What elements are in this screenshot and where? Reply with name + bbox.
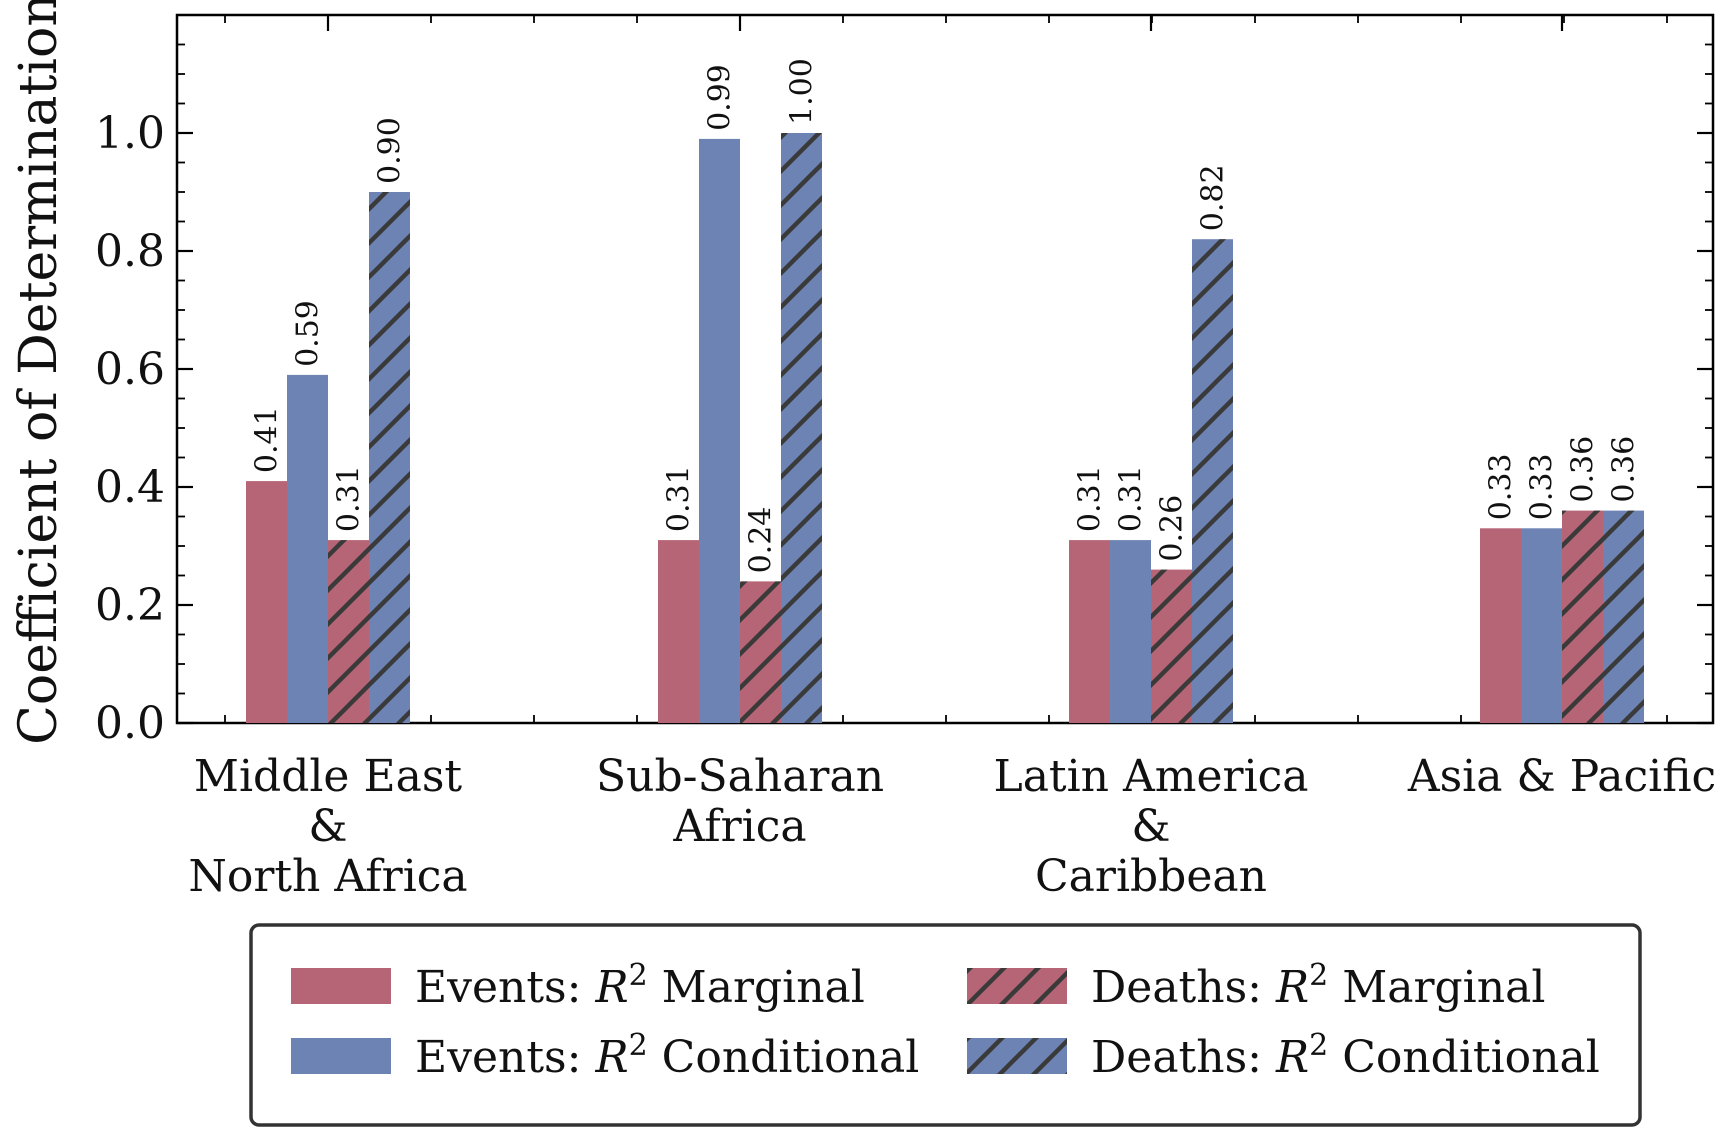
y-tick-label: 1.0 [95,108,165,159]
y-tick-label: 0.6 [95,344,165,395]
legend-swatch [291,1038,391,1074]
legend-label: Events: R2 Conditional [415,1028,919,1084]
bar [287,374,328,723]
category-label: Asia & Pacific [1407,751,1716,802]
category-label: Middle East [194,751,462,802]
bar-hatch [1151,569,1192,723]
bar-value-label: 0.33 [1484,454,1519,521]
bar-hatch [740,581,781,723]
legend-swatch [291,968,391,1004]
category-label: Africa [672,801,806,852]
legend-swatch-hatch [967,968,1067,1004]
bar-value-label: 0.90 [373,117,408,184]
category-label: & [1131,801,1170,852]
bar-value-label: 0.99 [703,64,738,131]
bar-value-label: 0.31 [1073,465,1108,532]
y-tick-label: 0.0 [95,698,165,749]
bar-value-label: 0.59 [291,300,326,367]
bar-hatch [1192,239,1233,723]
category-label: Sub-Saharan [596,751,884,802]
legend-item: Events: R2 Conditional [291,1028,919,1084]
y-tick-label: 0.2 [95,580,165,631]
category-label: & [308,801,347,852]
bar [1480,528,1521,723]
bar-hatch [1562,510,1603,723]
legend-label: Deaths: R2 Conditional [1091,1028,1600,1084]
category-label: Latin America [993,751,1308,802]
bar-value-label: 1.00 [785,58,820,125]
bar-hatch [369,192,410,723]
bar [1069,540,1110,723]
bar-value-label: 0.36 [1607,436,1642,503]
bar [246,481,287,723]
bar-value-label: 0.31 [332,465,367,532]
bar [1110,540,1151,723]
legend-box [249,923,1642,1127]
category-label: North Africa [188,851,467,902]
bar-value-label: 0.31 [662,465,697,532]
bar-hatch [328,540,369,723]
bar-value-label: 0.36 [1566,436,1601,503]
bar-value-label: 0.82 [1196,164,1231,231]
legend-label: Events: R2 Marginal [415,958,865,1014]
legend-item: Deaths: R2 Conditional [967,1028,1600,1084]
bar-hatch [1603,510,1644,723]
legend-swatch-hatch [967,1038,1067,1074]
bar-value-label: 0.24 [744,507,779,574]
bar-value-label: 0.33 [1525,454,1560,521]
bar-value-label: 0.31 [1114,465,1149,532]
bar-hatch [781,133,822,723]
bar [1521,528,1562,723]
bar-value-label: 0.26 [1155,495,1190,562]
bar-value-label: 0.41 [250,406,285,473]
y-tick-label: 0.4 [95,462,165,513]
bar [658,540,699,723]
legend-item: Deaths: R2 Marginal [967,958,1545,1014]
y-axis-title: Coefficient of Determination [9,0,69,745]
legend-label: Deaths: R2 Marginal [1091,958,1545,1014]
category-label: Caribbean [1035,851,1267,902]
y-tick-label: 0.8 [95,226,165,277]
legend-item: Events: R2 Marginal [291,958,865,1014]
bar [699,138,740,723]
